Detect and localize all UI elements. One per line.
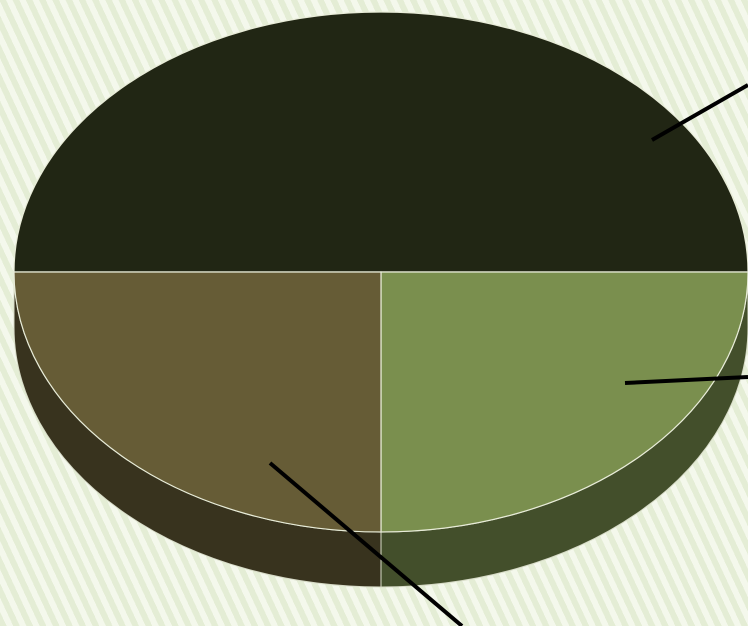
leader-line <box>268 461 464 626</box>
slice <box>13 11 748 273</box>
leader-line <box>651 83 748 142</box>
pie <box>13 11 748 588</box>
slice <box>380 271 748 533</box>
leader-line <box>624 375 748 385</box>
slice <box>13 271 382 533</box>
